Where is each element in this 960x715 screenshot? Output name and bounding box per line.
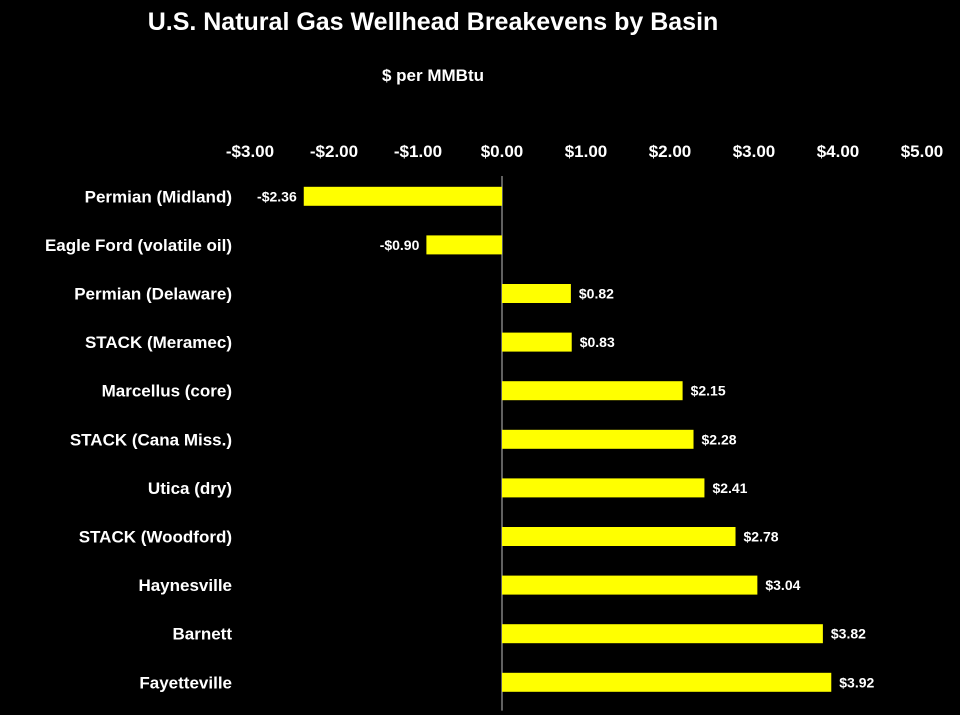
data-label: $3.82 — [831, 626, 866, 642]
data-label: $2.28 — [702, 431, 737, 447]
x-tick-label: $0.00 — [481, 142, 524, 161]
category-label: Fayetteville — [139, 673, 232, 692]
bar — [502, 284, 571, 303]
data-label: $2.78 — [744, 529, 779, 545]
x-tick-label: $2.00 — [649, 142, 692, 161]
data-label: $2.15 — [691, 383, 726, 399]
bar — [502, 478, 705, 498]
data-label: $0.82 — [579, 286, 614, 302]
category-label: STACK (Meramec) — [85, 333, 232, 352]
x-tick-label: -$3.00 — [226, 142, 274, 161]
data-label: $0.83 — [580, 334, 615, 350]
bar — [502, 527, 736, 546]
bar — [303, 186, 502, 206]
chart-subtitle: $ per MMBtu — [382, 66, 484, 85]
category-label: Utica (dry) — [148, 479, 232, 498]
bar — [502, 381, 683, 401]
category-label: Barnett — [172, 625, 232, 644]
x-tick-label: -$2.00 — [310, 142, 358, 161]
bar — [502, 429, 694, 449]
x-tick-label: $4.00 — [817, 142, 860, 161]
chart-title: U.S. Natural Gas Wellhead Breakevens by … — [147, 8, 719, 36]
category-label: Permian (Midland) — [85, 187, 232, 206]
category-label: Eagle Ford (volatile oil) — [45, 236, 232, 255]
x-tick-label: $5.00 — [901, 142, 944, 161]
x-tick-label: $1.00 — [565, 142, 608, 161]
data-label: -$0.90 — [380, 237, 420, 253]
data-label: $2.41 — [712, 480, 747, 496]
data-label: $3.04 — [765, 577, 800, 593]
category-label: STACK (Cana Miss.) — [70, 430, 232, 449]
category-label: Haynesville — [138, 576, 232, 595]
bar — [502, 332, 572, 352]
bar — [426, 235, 502, 255]
bar — [502, 624, 823, 644]
x-tick-label: -$1.00 — [394, 142, 442, 161]
bar — [502, 575, 758, 595]
data-label: -$2.36 — [257, 188, 297, 204]
x-tick-label: $3.00 — [733, 142, 776, 161]
category-label: STACK (Woodford) — [79, 528, 232, 547]
category-label: Permian (Delaware) — [74, 285, 232, 304]
category-label: Marcellus (core) — [102, 382, 232, 401]
data-label: $3.92 — [839, 674, 874, 690]
bar — [502, 672, 832, 692]
